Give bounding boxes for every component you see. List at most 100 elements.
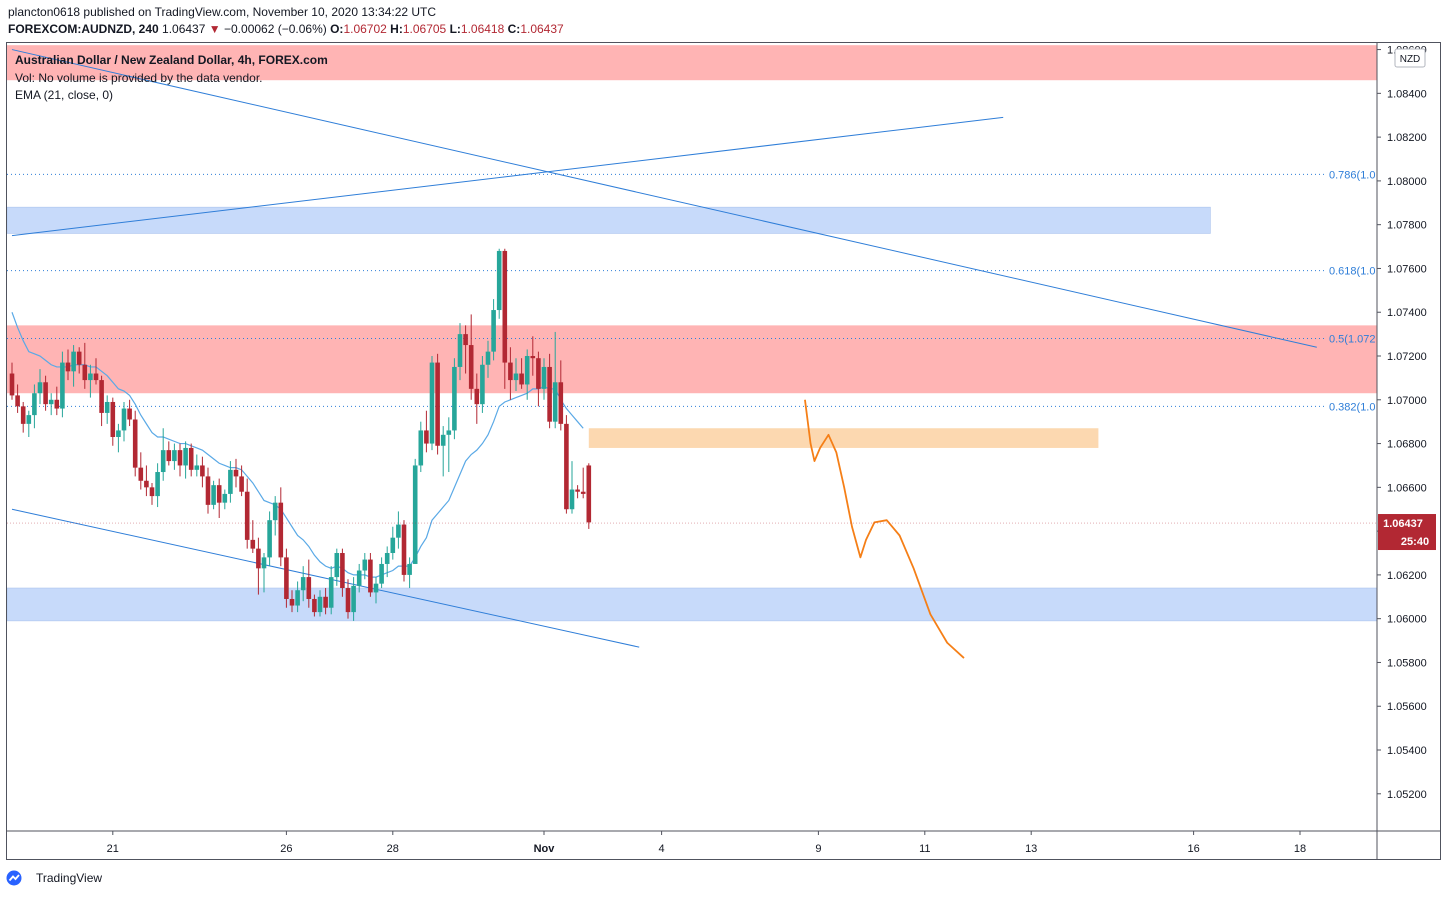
candle-body bbox=[440, 434, 446, 446]
legend-ema[interactable]: EMA (21, close, 0) bbox=[15, 88, 114, 102]
candle-body bbox=[160, 450, 166, 473]
candle-body bbox=[340, 553, 345, 589]
time-tick-label: 16 bbox=[1187, 843, 1199, 855]
high-value: 1.06705 bbox=[402, 22, 447, 36]
price-tick-label: 1.06600 bbox=[1387, 482, 1427, 494]
candle bbox=[306, 559, 312, 608]
candle bbox=[138, 452, 144, 490]
price-tick-label: 1.05800 bbox=[1387, 657, 1427, 669]
candle bbox=[228, 461, 233, 503]
candle-body bbox=[586, 465, 592, 523]
price-tick-label: 1.06000 bbox=[1387, 614, 1427, 626]
footer: TradingView bbox=[6, 870, 102, 886]
candle bbox=[183, 441, 188, 479]
falling-trendline bbox=[11, 49, 1317, 348]
candle-body bbox=[9, 373, 15, 396]
candle bbox=[340, 548, 345, 597]
footer-brand[interactable]: TradingView bbox=[36, 871, 103, 885]
candle-body bbox=[289, 598, 295, 606]
currency-badge-label: NZD bbox=[1400, 54, 1421, 65]
candle bbox=[418, 421, 424, 473]
candle-body bbox=[65, 362, 71, 372]
candle-body bbox=[239, 476, 244, 492]
resistance-zone bbox=[7, 325, 1377, 394]
candle-body bbox=[205, 476, 211, 505]
candle bbox=[250, 520, 256, 554]
candle bbox=[132, 410, 138, 477]
price-tick-label: 1.07400 bbox=[1387, 307, 1427, 319]
time-tick-label: 21 bbox=[107, 843, 119, 855]
candle-body bbox=[317, 596, 323, 613]
candle-body bbox=[384, 553, 390, 564]
candle bbox=[216, 478, 222, 518]
last-price-tag bbox=[1378, 514, 1436, 551]
candle-body bbox=[261, 557, 267, 569]
candle-body bbox=[149, 487, 155, 497]
price-tick-label: 1.05400 bbox=[1387, 745, 1427, 757]
candle bbox=[334, 548, 340, 586]
candle-body bbox=[328, 577, 334, 608]
candle-body bbox=[211, 485, 216, 505]
candle bbox=[188, 443, 194, 477]
candle bbox=[491, 299, 496, 361]
candle-body bbox=[194, 465, 200, 470]
candle-body bbox=[48, 399, 54, 405]
candle bbox=[368, 553, 373, 597]
candle-body bbox=[295, 590, 300, 606]
candle-body bbox=[407, 563, 412, 575]
candle-body bbox=[485, 351, 491, 365]
candle bbox=[356, 563, 362, 593]
candle-body bbox=[524, 356, 530, 385]
close-value: 1.06437 bbox=[520, 22, 564, 36]
candle bbox=[166, 441, 172, 466]
candle bbox=[564, 415, 569, 514]
chart-header: plancton0618 published on TradingView.co… bbox=[8, 4, 564, 38]
candle bbox=[32, 384, 37, 429]
projection-path bbox=[804, 399, 965, 659]
candle bbox=[149, 482, 155, 505]
axes-layer: 1.086001.084001.082001.080001.078001.076… bbox=[7, 43, 1440, 860]
candle-body bbox=[508, 362, 513, 381]
candle bbox=[194, 454, 200, 477]
candle-body bbox=[513, 373, 519, 381]
candle bbox=[524, 349, 530, 400]
candle bbox=[261, 553, 267, 593]
fib-level-label: 0.786(1.0 bbox=[1329, 169, 1375, 181]
candle-body bbox=[60, 362, 65, 409]
candle-body bbox=[334, 553, 340, 578]
candle bbox=[60, 351, 65, 418]
price-tick-label: 1.08200 bbox=[1387, 132, 1427, 144]
price-tick-label: 1.08400 bbox=[1387, 88, 1427, 100]
candle bbox=[177, 443, 183, 477]
candle-body bbox=[188, 447, 194, 470]
candle-body bbox=[127, 408, 132, 420]
candle-body bbox=[71, 351, 76, 372]
time-tick-label: 4 bbox=[659, 843, 665, 855]
candle-body bbox=[144, 480, 149, 488]
candle-body bbox=[536, 358, 541, 389]
candle bbox=[452, 358, 457, 440]
candle-body bbox=[110, 401, 116, 437]
candle-body bbox=[300, 577, 306, 591]
candle bbox=[552, 331, 558, 429]
candle bbox=[317, 590, 323, 617]
countdown-label: 25:40 bbox=[1401, 536, 1429, 548]
candle-body bbox=[99, 380, 104, 413]
price-tick-label: 1.06800 bbox=[1387, 439, 1427, 451]
candle-body bbox=[250, 539, 256, 549]
time-tick-label: Nov bbox=[534, 843, 556, 855]
candle-body bbox=[435, 362, 440, 446]
candle-body bbox=[575, 489, 580, 492]
candle-body bbox=[502, 250, 508, 363]
price-tick-label: 1.07200 bbox=[1387, 351, 1427, 363]
candle-body bbox=[76, 351, 82, 365]
price-change: −0.00062 (−0.06%) bbox=[224, 22, 327, 36]
close-label: C: bbox=[507, 22, 521, 36]
candle-body bbox=[345, 588, 351, 613]
candle-body bbox=[362, 559, 368, 571]
last-price-label: 1.06437 bbox=[1383, 518, 1423, 530]
candle-body bbox=[401, 524, 407, 575]
candle bbox=[541, 358, 547, 400]
candle-body bbox=[172, 450, 177, 462]
